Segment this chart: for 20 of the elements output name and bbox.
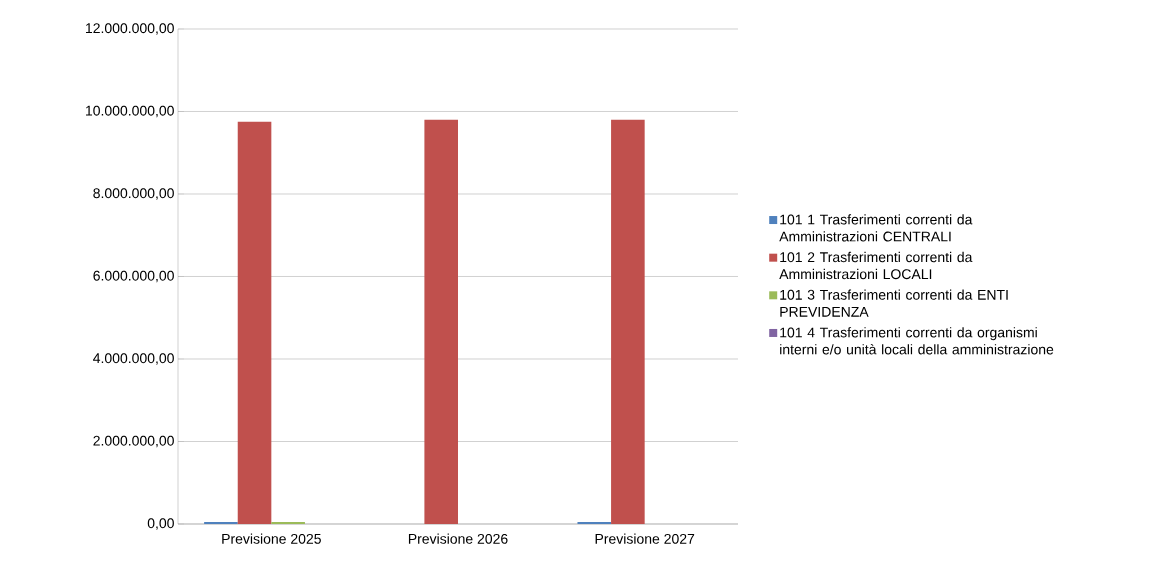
x-tick-label: Previsione 2026 <box>408 533 508 544</box>
y-tick-label: 0,00 <box>147 518 174 530</box>
legend-label: 101 1 Trasferimenti correnti da Amministrazioni CENTRALI <box>779 214 973 242</box>
bar <box>577 521 612 524</box>
bar <box>204 521 238 524</box>
legend-label: 101 2 Trasferimenti correnti da Amministrazioni LOCALI <box>779 251 973 280</box>
y-tick-label: 2.000.000,00 <box>93 435 174 448</box>
y-tick-label: 8.000.000,00 <box>93 188 174 200</box>
y-tick-label: 6.000.000,00 <box>93 270 174 283</box>
x-tick-label: Previsione 2027 <box>595 533 695 544</box>
y-tick-label: 10.000.000,00 <box>86 105 174 118</box>
bar <box>237 121 272 524</box>
bar <box>271 521 305 524</box>
x-tick-label: Previsione 2025 <box>222 533 321 544</box>
y-tick-label: 4.000.000,00 <box>93 353 174 365</box>
legend-label: 101 4 Trasferimenti correnti da organismi interni e/o unità locali della amministrazione <box>780 327 1054 355</box>
y-tick-label: 12.000.000,00 <box>86 23 174 35</box>
legend-label: 101 3 Trasferimenti correnti da ENTI PREVIDENZA <box>780 289 1008 317</box>
bar <box>424 119 458 524</box>
bar <box>611 119 645 524</box>
